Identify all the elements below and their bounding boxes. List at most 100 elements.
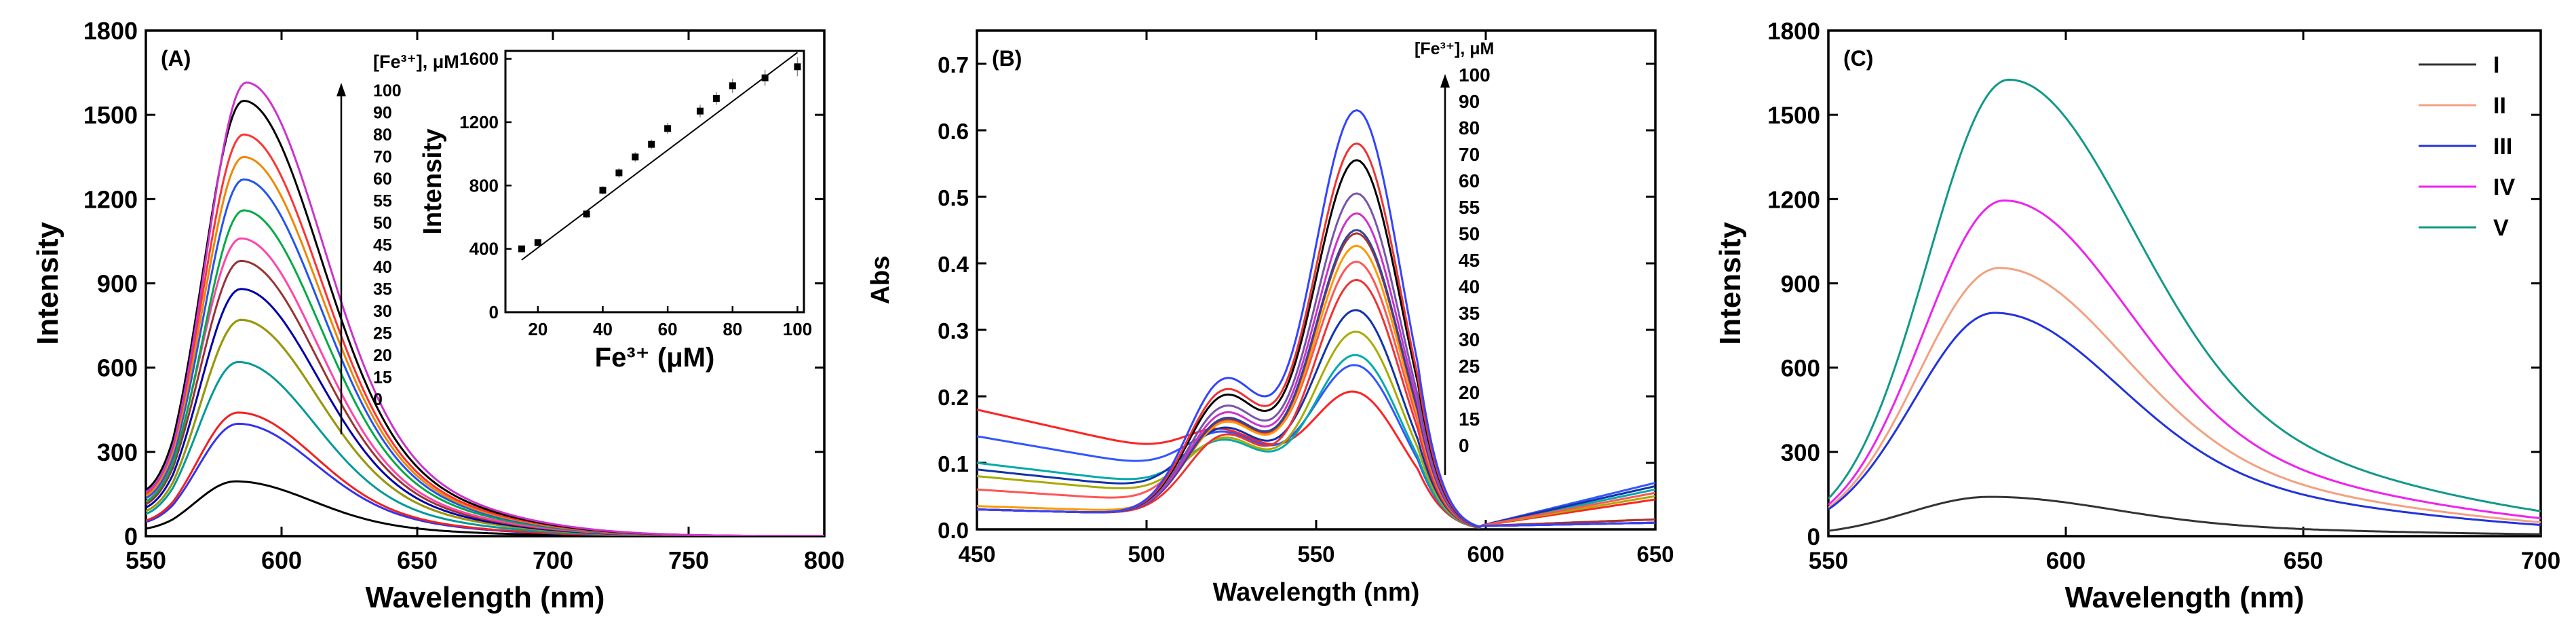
y-tick-label: 600 xyxy=(1781,356,1820,382)
inset-point xyxy=(648,140,655,148)
legend-arrow-head xyxy=(1440,74,1450,88)
inset-y-tick-label: 800 xyxy=(469,175,499,195)
panel-a: 550 600 650 700 750 8000300600900120015001800… xyxy=(31,17,845,614)
inset-point xyxy=(583,210,590,218)
inset-point xyxy=(518,245,525,252)
legend-entry: 70 xyxy=(1459,144,1480,165)
legend-entry: 100 xyxy=(1459,64,1491,86)
legend-entry: 60 xyxy=(1459,170,1480,191)
y-tick-label: 0.4 xyxy=(938,252,969,277)
inset-y-tick-label: 0 xyxy=(489,302,499,322)
y-tick-label: 900 xyxy=(1781,271,1820,298)
legend-entry: 70 xyxy=(373,148,392,167)
legend-entry: 40 xyxy=(1459,276,1480,297)
inset-x-tick-label: 40 xyxy=(593,319,613,339)
series-line-III xyxy=(1828,312,2541,526)
x-tick-label: 650 xyxy=(1636,542,1674,567)
inset-point xyxy=(712,95,720,102)
legend-entry: 50 xyxy=(1459,223,1480,244)
legend-title: [Fe³⁺], μM xyxy=(1415,39,1494,58)
legend-entry: 0 xyxy=(373,390,383,409)
inset-y-tick-label: 400 xyxy=(469,239,499,259)
inset-fit-line xyxy=(521,52,799,261)
y-tick-label: 1800 xyxy=(83,17,138,45)
y-tick-label: 1200 xyxy=(1767,187,1820,213)
y-tick-label: 0.5 xyxy=(938,185,969,210)
y-tick-label: 0 xyxy=(1807,524,1820,550)
plot-frame xyxy=(976,29,1657,531)
legend-entry: 80 xyxy=(1459,117,1480,138)
y-tick-label: 300 xyxy=(97,438,138,466)
y-tick-label: 900 xyxy=(97,270,138,298)
x-tick-label: 550 xyxy=(1809,548,1848,574)
x-tick-label: 750 xyxy=(668,546,709,574)
inset-y-tick-label: 1200 xyxy=(459,112,499,132)
legend-entry: 55 xyxy=(1459,197,1480,218)
legend-entry: 15 xyxy=(373,369,392,388)
legend-entry: 80 xyxy=(373,126,392,145)
legend-entry: 90 xyxy=(1459,91,1480,112)
x-axis-label: Wavelength (nm) xyxy=(2065,581,2305,614)
x-tick-label: 550 xyxy=(126,546,166,574)
legend-entry: 90 xyxy=(373,104,392,123)
y-tick-label: 1500 xyxy=(1767,102,1820,129)
y-tick-label: 1200 xyxy=(83,185,138,213)
plot-frame xyxy=(1827,29,2542,538)
inset-point xyxy=(615,169,623,176)
legend-entry: 20 xyxy=(373,346,392,365)
x-tick-label: 450 xyxy=(958,542,995,567)
series-line-IV xyxy=(1828,199,2541,520)
y-tick-label: 0 xyxy=(124,523,138,550)
inset-point xyxy=(794,63,801,71)
series-line-I xyxy=(1828,495,2541,535)
legend-entry: 0 xyxy=(1459,435,1469,456)
x-tick-label: 800 xyxy=(804,546,845,574)
legend-entry: 45 xyxy=(1459,250,1480,271)
y-axis-label: Intensity xyxy=(31,222,64,345)
series-line-100 xyxy=(977,109,1655,528)
y-tick-label: 0.7 xyxy=(938,52,969,77)
legend-entry: 35 xyxy=(373,280,392,299)
y-tick-label: 0.2 xyxy=(938,385,969,410)
legend-entry: 60 xyxy=(373,170,392,189)
x-tick-label: 550 xyxy=(1297,542,1334,567)
legend-entry: I xyxy=(2493,52,2499,78)
inset-y-label: Intensity xyxy=(419,128,447,234)
series-line-V xyxy=(1828,78,2541,512)
series-line-100 xyxy=(146,81,824,536)
panel-label: (A) xyxy=(161,46,191,71)
legend-entry: 35 xyxy=(1459,303,1480,324)
series-group xyxy=(146,81,824,536)
y-tick-label: 300 xyxy=(1781,440,1820,466)
legend-entry: II xyxy=(2493,93,2506,119)
inset-point xyxy=(534,239,541,246)
inset-frame xyxy=(504,50,805,314)
legend-entry: 55 xyxy=(373,192,392,211)
plot-frame xyxy=(145,29,826,538)
series-line-40 xyxy=(977,261,1655,529)
legend-entry: 25 xyxy=(1459,356,1480,377)
x-tick-label: 600 xyxy=(1467,542,1504,567)
legend-entry: III xyxy=(2493,134,2512,159)
inset-x-tick-label: 100 xyxy=(783,319,812,339)
series-line-30 xyxy=(977,309,1655,529)
y-tick-label: 1800 xyxy=(1767,18,1820,45)
legend-entry: 30 xyxy=(373,302,392,321)
series-line-20 xyxy=(977,354,1655,529)
y-axis-label: Abs xyxy=(866,256,895,305)
legend-entry: 25 xyxy=(373,324,392,343)
legend-entry: 20 xyxy=(1459,382,1480,403)
inset-x-tick-label: 60 xyxy=(658,319,678,339)
x-tick-label: 600 xyxy=(2046,548,2085,574)
series-line-II xyxy=(1828,267,2541,524)
series-line-15 xyxy=(977,364,1655,529)
legend-entry: 100 xyxy=(373,81,402,100)
x-tick-label: 600 xyxy=(261,546,302,574)
panel-b: 450 500 550 600 6500.00.10.20.30.40.50.60.7W… xyxy=(866,29,1674,607)
panel-label: (B) xyxy=(992,46,1022,71)
legend-arrow-head xyxy=(337,83,346,96)
x-tick-label: 700 xyxy=(533,546,573,574)
y-tick-label: 0.3 xyxy=(938,318,969,343)
